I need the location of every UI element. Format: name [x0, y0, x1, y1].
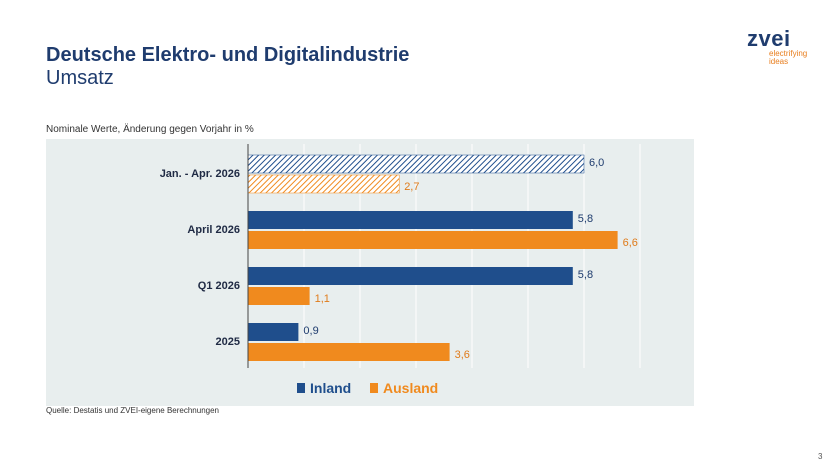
legend-label-ausland: Ausland: [383, 380, 438, 396]
data-label: 0,9: [303, 325, 318, 337]
data-label: 5,8: [578, 213, 593, 225]
data-label: 2,7: [404, 181, 419, 193]
data-label: 3,6: [455, 349, 470, 361]
bar-inland: [248, 211, 573, 229]
data-label: 6,6: [623, 237, 638, 249]
page-subtitle: Umsatz: [46, 67, 114, 89]
zvei-logo: zvei electrifying ideas: [747, 28, 807, 66]
data-label: 6,0: [589, 157, 604, 169]
category-label: Q1 2026: [198, 280, 240, 292]
page-title: Deutsche Elektro- und Digitalindustrie: [46, 44, 410, 66]
legend-label-inland: Inland: [310, 380, 351, 396]
bar-inland: [248, 267, 573, 285]
bar-ausland: [247, 174, 400, 194]
page-number: 3: [818, 452, 823, 461]
source-note: Quelle: Destatis und ZVEI-eigene Berechn…: [46, 406, 219, 415]
logo-tagline-2: ideas: [769, 57, 789, 66]
data-label: 5,8: [578, 269, 593, 281]
logo-tagline-1: electrifying: [769, 49, 808, 58]
bar-inland: [247, 154, 585, 174]
bar-ausland: [248, 231, 618, 249]
bar-ausland: [248, 287, 310, 305]
legend-swatch-inland: [297, 383, 305, 393]
logo-word: zvei: [747, 26, 791, 51]
data-label: 1,1: [315, 293, 330, 305]
category-label: 2025: [216, 336, 240, 348]
legend-swatch-ausland: [370, 383, 378, 393]
legend: Inland Ausland: [297, 380, 438, 396]
category-label: Jan. - Apr. 2026: [160, 168, 240, 180]
category-label: April 2026: [187, 224, 240, 236]
bar-inland: [248, 323, 299, 341]
bar-ausland: [248, 343, 450, 361]
chart-note: Nominale Werte, Änderung gegen Vorjahr i…: [46, 124, 254, 135]
